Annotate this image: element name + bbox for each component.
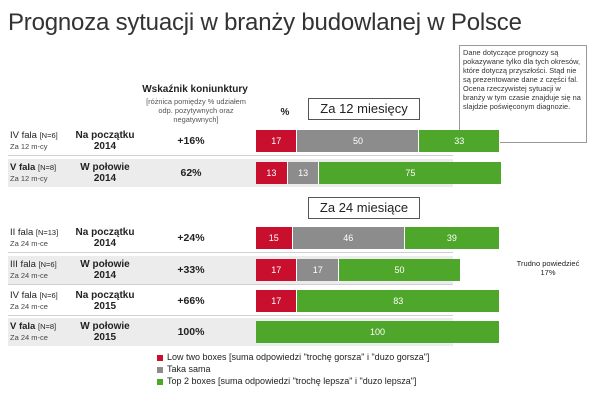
section-label-24m: Za 24 miesiące: [308, 197, 420, 219]
row-period: Za 24 m-ce: [10, 271, 48, 280]
bar-segment-top: 100: [256, 321, 500, 343]
row-wave-label: V fala [N=8]: [10, 321, 56, 332]
bar-segment-low: 17: [256, 130, 298, 152]
legend-swatch-top: [157, 378, 163, 385]
section-label-12m: Za 12 miesięcy: [308, 98, 420, 120]
bar-segment-low: 13: [256, 162, 288, 184]
bar-segment-top: 50: [338, 259, 461, 281]
row-wave: V fala: [10, 162, 38, 173]
legend-item-same: Taka sama: [157, 364, 429, 374]
row-when: W połowie 2014: [80, 259, 130, 281]
bar-segment-same: 50: [297, 130, 420, 152]
row-wave: II fala: [10, 227, 36, 238]
row-period: Za 12 m-cy: [10, 174, 48, 183]
row-when: W połowie 2015: [80, 321, 130, 343]
row-index: +16%: [177, 135, 205, 147]
bar-segment-top: 75: [319, 162, 503, 184]
row-wave: V fala: [10, 321, 38, 332]
row-index: +24%: [177, 232, 205, 244]
row-when: Na początku 2015: [75, 290, 135, 312]
bar-segment-same: 13: [287, 162, 320, 184]
row-wave-label: IV fala [N=6]: [10, 130, 58, 141]
bar-segment-low: 17: [256, 290, 298, 312]
row-sample-size: [N=6]: [39, 291, 58, 300]
row-period: Za 12 m-cy: [10, 142, 48, 151]
row-sample-size: [N=13]: [35, 228, 59, 237]
row-wave: IV fala: [10, 290, 40, 301]
legend-item-top: Top 2 boxes [suma odpowiedzi "trochę lep…: [157, 376, 429, 386]
row-wave-label: III fala [N=6]: [10, 259, 57, 270]
bar-segment-low: 17: [256, 259, 298, 281]
row-index: +66%: [177, 295, 205, 307]
row-separator: [8, 252, 453, 253]
bar-segment-top: 39: [404, 227, 500, 249]
row-separator: [8, 284, 453, 285]
row-period: Za 24 m-ce: [10, 333, 48, 342]
row-when: Na początku 2014: [75, 227, 135, 249]
legend-item-low: Low two boxes [suma odpowiedzi "trochę g…: [157, 352, 429, 362]
percent-header: %: [280, 107, 290, 118]
page-title: Prognoza sytuacji w branży budowlanej w …: [8, 9, 522, 36]
row-index: 100%: [177, 326, 205, 338]
row-period: Za 24 m-ce: [10, 239, 48, 248]
row-wave-label: V fala [N=8]: [10, 162, 56, 173]
bar-segment-low: 15: [256, 227, 293, 249]
legend-label-top: Top 2 boxes [suma odpowiedzi "trochę lep…: [167, 376, 417, 386]
bar-segment-top: 83: [297, 290, 500, 312]
row-separator: [8, 155, 453, 156]
indicator-subtitle: [różnica pomiędzy % udziałem odp. pozyty…: [146, 97, 246, 124]
legend-swatch-same: [157, 366, 163, 373]
bar-segment-same: 46: [292, 227, 405, 249]
row-wave-label: II fala [N=13]: [10, 227, 58, 238]
indicator-title: Wskaźnik koniunktury: [142, 84, 248, 95]
legend-label-low: Low two boxes [suma odpowiedzi "trochę g…: [167, 352, 430, 362]
row-extra-label: Trudno powiedzieć: [516, 259, 580, 268]
row-wave: III fala: [10, 259, 39, 270]
row-when: W połowie 2014: [80, 162, 130, 184]
legend-swatch-low: [157, 354, 163, 361]
legend: Low two boxes [suma odpowiedzi "trochę g…: [157, 352, 429, 386]
row-when: Na początku 2014: [75, 130, 135, 152]
row-wave: IV fala: [10, 130, 40, 141]
row-sample-size: [N=8]: [38, 163, 57, 172]
row-period: Za 24 m-ce: [10, 302, 48, 311]
row-index: +33%: [177, 264, 205, 276]
row-index: 62%: [180, 167, 202, 179]
row-sample-size: [N=6]: [39, 131, 58, 140]
row-extra-value: 17%: [540, 268, 556, 277]
bar-segment-top: 33: [419, 130, 500, 152]
row-sample-size: [N=8]: [38, 322, 57, 331]
legend-label-same: Taka sama: [167, 364, 211, 374]
row-separator: [8, 315, 453, 316]
row-sample-size: [N=6]: [38, 260, 57, 269]
bar-segment-same: 17: [297, 259, 339, 281]
row-wave-label: IV fala [N=6]: [10, 290, 58, 301]
note-callout: Dane dotyczące prognozy są pokazywane ty…: [459, 45, 587, 143]
